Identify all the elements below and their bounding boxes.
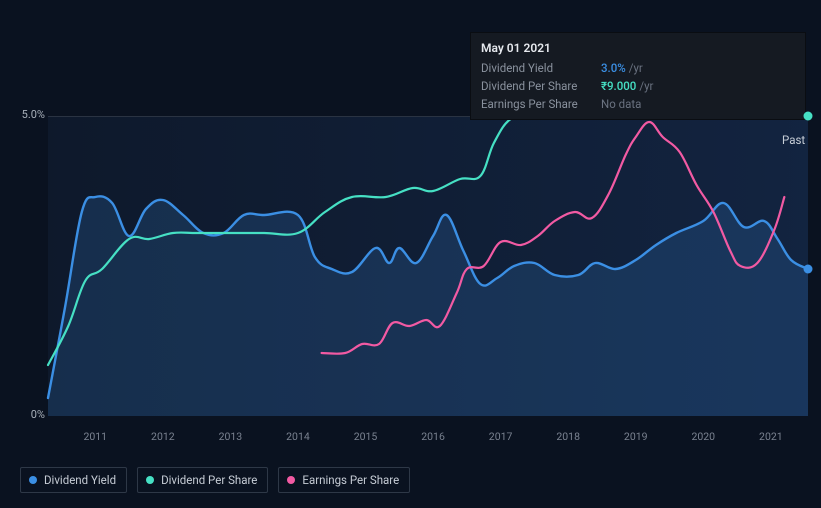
x-tick: 2013 xyxy=(219,430,243,443)
tooltip-value: 3.0% xyxy=(601,59,626,77)
x-tick: 2011 xyxy=(83,430,107,443)
legend-dot-icon xyxy=(29,476,37,484)
x-tick: 2018 xyxy=(556,430,580,443)
x-tick: 2016 xyxy=(421,430,445,443)
legend-item-earnings-per-share[interactable]: Earnings Per Share xyxy=(278,467,410,493)
tooltip-key: Dividend Yield xyxy=(481,59,601,77)
tooltip-row: Dividend Yield3.0%/yr xyxy=(481,59,795,77)
legend-label: Dividend Per Share xyxy=(161,473,257,487)
legend-dot-icon xyxy=(146,476,154,484)
legend-item-dividend-yield[interactable]: Dividend Yield xyxy=(20,467,127,493)
x-tick: 2012 xyxy=(151,430,175,443)
x-tick: 2017 xyxy=(489,430,513,443)
chart-tooltip: May 01 2021 Dividend Yield3.0%/yrDividen… xyxy=(470,32,806,120)
x-tick: 2014 xyxy=(286,430,310,443)
y-tick-bottom: 0% xyxy=(31,408,45,421)
legend-label: Dividend Yield xyxy=(44,473,116,487)
tooltip-row: Earnings Per ShareNo data xyxy=(481,95,795,113)
tooltip-value: ₹9.000 xyxy=(601,77,636,95)
x-axis: 2011 2012 2013 2014 2015 2016 2017 2018 2019 2020… xyxy=(48,430,808,446)
tooltip-key: Earnings Per Share xyxy=(481,95,601,113)
legend: Dividend Yield Dividend Per Share Earnin… xyxy=(20,467,410,493)
tooltip-key: Dividend Per Share xyxy=(481,77,601,95)
tooltip-title: May 01 2021 xyxy=(481,41,795,55)
tooltip-unit: /yr xyxy=(639,77,653,95)
x-tick: 2015 xyxy=(354,430,378,443)
x-tick: 2019 xyxy=(624,430,648,443)
tooltip-nodata: No data xyxy=(601,95,641,113)
legend-dot-icon xyxy=(287,476,295,484)
legend-label: Earnings Per Share xyxy=(302,473,399,487)
tooltip-row: Dividend Per Share₹9.000/yr xyxy=(481,77,795,95)
x-tick: 2021 xyxy=(759,430,783,443)
series-end-dot-icon xyxy=(804,112,813,121)
x-tick: 2020 xyxy=(691,430,715,443)
y-tick-top: 5.0% xyxy=(22,108,45,121)
series-end-dot-icon xyxy=(804,265,813,274)
legend-item-dividend-per-share[interactable]: Dividend Per Share xyxy=(137,467,268,493)
tooltip-unit: /yr xyxy=(629,59,643,77)
